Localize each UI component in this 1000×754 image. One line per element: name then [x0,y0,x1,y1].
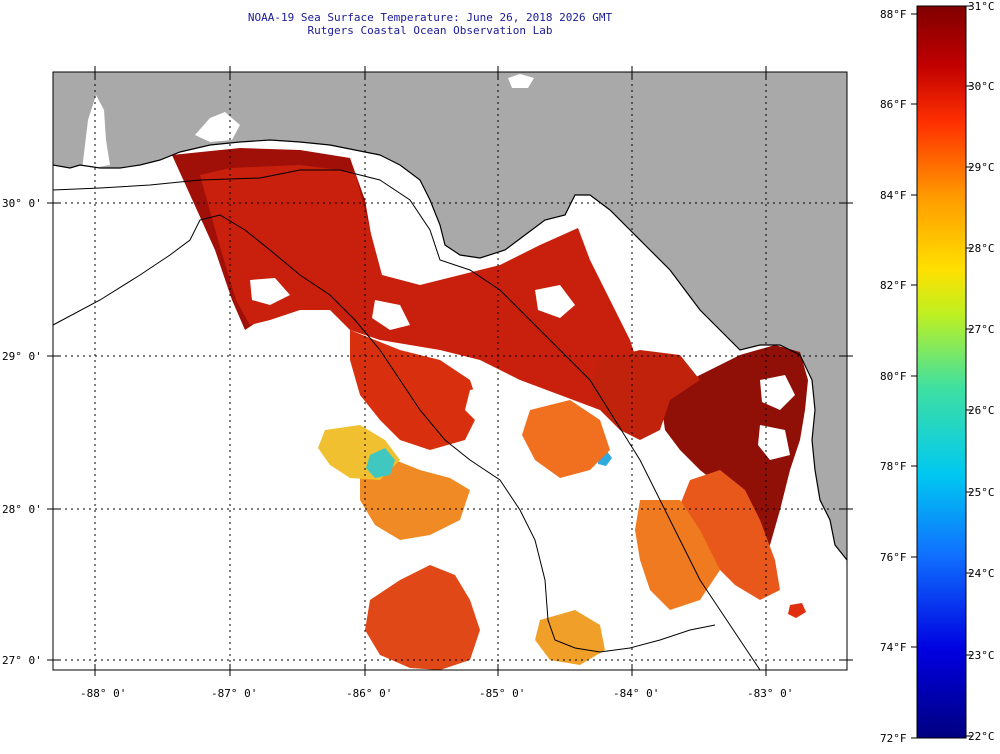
sst-bigbend-red [590,350,700,440]
colorbar-c-label: 27°C [968,323,995,336]
sst-small-red-spot [788,603,806,618]
sst-swath-center [350,330,480,450]
colorbar-c-label: 24°C [968,567,995,580]
plot-frame [52,71,848,671]
colorbar [916,5,967,739]
colorbar-f-label: 78°F [880,460,907,473]
bathymetry-contour [53,214,716,653]
lon-label: -86° 0' [346,687,392,700]
cloud-gap-4 [760,375,795,410]
lon-label: -85° 0' [479,687,525,700]
lat-label: 28° 0' [2,503,42,516]
cloud-gap-3 [535,285,575,318]
cloud-gap-7 [540,540,640,595]
colorbar-c-label: 29°C [968,161,995,174]
lon-label: -87° 0' [211,687,257,700]
lon-label: -83° 0' [747,687,793,700]
colorbar-f-label: 74°F [880,641,907,654]
sst-center-orange [522,400,610,478]
colorbar-f-label: 72°F [880,732,907,745]
colorbar-f-label: 86°F [880,98,907,111]
cloud-gap-6 [465,380,540,425]
bay-inlet [82,95,110,170]
shelf-contour [53,169,761,670]
cloud-gap-1 [250,278,290,305]
colorbar-f-label: 82°F [880,279,907,292]
map-subtitle: Rutgers Coastal Ocean Observation Lab [307,24,553,37]
map-title: NOAA-19 Sea Surface Temperature: June 26… [247,11,613,24]
sst-south-center-yellow [535,610,605,665]
lon-label: -84° 0' [613,687,659,700]
colorbar-ticks [911,5,972,739]
sst-south-orange-2 [635,500,720,610]
colorbar-c-label: 22°C [968,730,995,743]
lat-label: 30° 0' [2,197,42,210]
colorbar-f-label: 76°F [880,551,907,564]
lat-label: 29° 0' [2,350,42,363]
land-lake [508,74,534,88]
lat-label: 27° 0' [2,654,42,667]
land-mass [53,72,847,560]
bay-inlet-2 [195,112,240,142]
colorbar-c-label: 25°C [968,486,995,499]
colorbar-c-label: 30°C [968,80,995,93]
grid-lines [53,72,847,670]
sst-southwest-red [365,565,480,670]
colorbar-c-label: 23°C [968,649,995,662]
sst-southwest-orange [360,460,470,540]
colorbar-f-label: 84°F [880,189,907,202]
colorbar-c-label: 28°C [968,242,995,255]
colorbar-f-label: 80°F [880,370,907,383]
sst-swath-north-red [200,165,640,410]
lon-label: -88° 0' [80,687,126,700]
sst-cyan-patch-1 [366,448,395,478]
sst-south-orange-1 [680,470,780,600]
cloud-gap-2 [372,300,410,330]
colorbar-c-label: 26°C [968,404,995,417]
colorbar-c-label: 31°C [968,0,995,13]
colorbar-f-label: 88°F [880,8,907,21]
coastline [53,139,847,561]
axis-ticks [47,66,853,676]
